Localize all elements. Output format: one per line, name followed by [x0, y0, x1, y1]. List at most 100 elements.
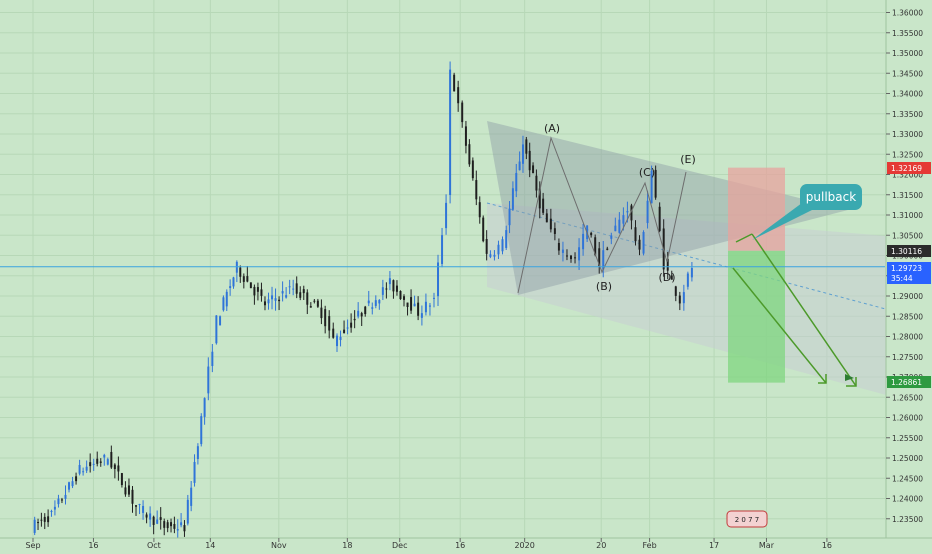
- y-tick-label: 1.24500: [892, 474, 923, 483]
- candle-body: [40, 519, 43, 521]
- y-tick-label: 1.35000: [892, 49, 923, 58]
- candle-body: [561, 249, 564, 253]
- x-tick-label: 16: [455, 541, 465, 550]
- y-tick-label: 1.25500: [892, 434, 923, 443]
- candle-body: [120, 473, 123, 486]
- candle-body: [274, 298, 277, 301]
- candle-body: [71, 481, 74, 487]
- y-tick-label: 1.28000: [892, 333, 923, 342]
- candle-body: [417, 302, 420, 316]
- candle-body: [590, 232, 593, 236]
- candle-body: [515, 172, 518, 192]
- candle-body: [57, 498, 60, 505]
- candle-body: [306, 292, 309, 305]
- candle-body: [219, 316, 222, 326]
- candle-body: [313, 300, 316, 302]
- price-level-tag: [887, 262, 931, 274]
- candle-body: [614, 225, 617, 232]
- arrow-head-2: [846, 377, 857, 387]
- y-tick-label: 1.34500: [892, 69, 923, 78]
- candle-body: [638, 239, 641, 250]
- candle-body: [574, 257, 577, 259]
- candle-body: [485, 239, 488, 254]
- candle-body: [565, 255, 568, 257]
- x-tick-label: Sep: [25, 541, 40, 550]
- candle-body: [535, 175, 538, 191]
- candle-body: [225, 291, 228, 307]
- candle-body: [367, 300, 370, 304]
- x-tick-label: 20: [596, 541, 606, 550]
- candle-body: [475, 180, 478, 200]
- x-tick-label: Nov: [271, 541, 287, 550]
- candle-body: [75, 476, 78, 482]
- x-tick-label: 16: [822, 541, 832, 550]
- candle-body: [127, 485, 130, 495]
- candle-body: [232, 277, 235, 287]
- candle-body: [196, 446, 199, 460]
- candle-body: [229, 286, 232, 288]
- candle-body: [602, 250, 605, 270]
- candle-body: [149, 513, 152, 520]
- x-tick-label: 16: [88, 541, 98, 550]
- candle-body: [156, 519, 159, 524]
- x-tick-label: 14: [205, 541, 215, 550]
- candle-body: [320, 307, 323, 319]
- candle-body: [464, 126, 467, 146]
- candle-body: [403, 296, 406, 300]
- wave-label-c: (C): [639, 166, 655, 179]
- candle-body: [50, 510, 53, 512]
- candle-body: [186, 499, 189, 524]
- candle-body: [295, 283, 298, 294]
- candle-body: [642, 231, 645, 254]
- wave-label-a: (A): [544, 122, 560, 135]
- candle-body: [302, 289, 305, 294]
- candle-body: [626, 211, 629, 213]
- candle-body: [271, 295, 274, 300]
- candle-body: [518, 161, 521, 171]
- candle-body: [242, 276, 245, 282]
- y-tick-label: 1.23500: [892, 515, 923, 524]
- channel-midline: [486, 202, 913, 317]
- y-tick-label: 1.31000: [892, 211, 923, 220]
- candle-body: [253, 286, 256, 296]
- candle-body: [339, 336, 342, 341]
- candle-body: [183, 525, 186, 532]
- candle-body: [378, 300, 381, 304]
- y-tick-label: 1.32000: [892, 171, 923, 180]
- candle-body: [68, 482, 71, 490]
- candle-body: [113, 464, 116, 470]
- candle-body: [622, 215, 625, 224]
- candle-body: [388, 278, 391, 285]
- price-level-label: 35:44: [891, 274, 913, 283]
- candle-body: [658, 206, 661, 231]
- candle-body: [453, 74, 456, 92]
- candle-body: [346, 327, 349, 329]
- candle-body: [578, 247, 581, 261]
- y-tick-label: 1.26500: [892, 393, 923, 402]
- candle-body: [395, 285, 398, 292]
- candle-body: [256, 287, 259, 292]
- footer-badge: [726, 510, 768, 528]
- candle-body: [239, 267, 242, 277]
- candle-body: [159, 517, 162, 520]
- candle-body: [553, 228, 556, 234]
- candle-body: [316, 300, 319, 307]
- candle-body: [468, 144, 471, 165]
- candle-body: [457, 87, 460, 104]
- candle-body: [288, 286, 291, 288]
- wave-label-e: (E): [680, 153, 696, 166]
- candle-body: [557, 242, 560, 251]
- candle-body: [521, 144, 524, 164]
- candle-body: [350, 322, 353, 328]
- y-tick-label: 1.35500: [892, 29, 923, 38]
- y-tick-label: 1.29000: [892, 292, 923, 301]
- candle-body: [249, 282, 252, 289]
- candle-body: [99, 461, 102, 463]
- candle-body: [106, 459, 109, 465]
- candle-body: [190, 487, 193, 506]
- candle-body: [53, 506, 56, 510]
- candle-body: [163, 521, 166, 528]
- price-level-tag: [887, 162, 931, 174]
